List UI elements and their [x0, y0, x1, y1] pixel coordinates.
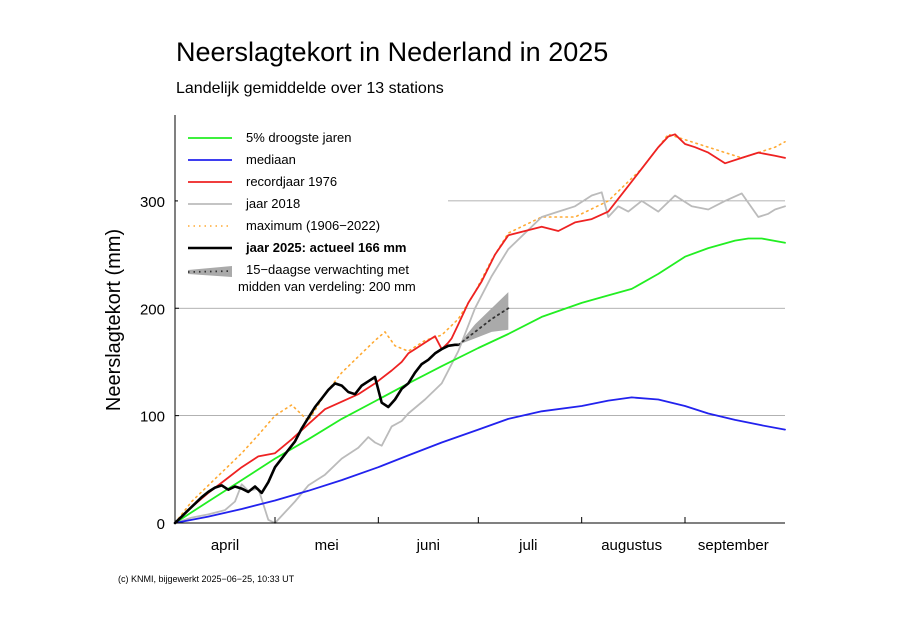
series-line-mediaan	[174, 396, 786, 524]
x-tick-label-september: september	[698, 537, 769, 554]
legend-label-maximum: maximum (1906−2022)	[246, 218, 380, 233]
x-tick-label-juni: juni	[416, 537, 440, 554]
y-tick-label: 200	[140, 301, 165, 318]
axis-layer: 0 100 200 300 april mei juni juli augustus septem…	[140, 115, 785, 554]
legend-label-jaar2018: jaar 2018	[245, 196, 300, 211]
chart-title: Neerslagtekort in Nederland in 2025	[176, 37, 608, 67]
x-tick-label-mei: mei	[315, 537, 339, 554]
x-tick-label-augustus: augustus	[601, 537, 662, 554]
legend-items: 5% droogste jaren mediaan recordjaar 1976 j…	[187, 130, 416, 294]
legend-label-record: recordjaar 1976	[246, 174, 337, 189]
series-layer	[173, 133, 786, 525]
forecast-band	[458, 292, 509, 345]
series-line-droogste	[174, 237, 786, 524]
legend: 5% droogste jaren mediaan recordjaar 1976 j…	[178, 122, 448, 302]
y-tick-label: 300	[140, 194, 165, 211]
series-line-actueel	[173, 343, 460, 525]
chart-subtitle: Landelijk gemiddelde over 13 stations	[176, 80, 444, 97]
y-tick-label: 0	[157, 516, 165, 533]
y-axis-label: Neerslagtekort (mm)	[103, 229, 125, 411]
y-tick-label: 100	[140, 409, 165, 426]
legend-label-forecast-1: 15−daagse verwachting met	[246, 262, 409, 277]
series-line-jaar2018	[174, 191, 786, 524]
legend-label-forecast-2: midden van verdeling: 200 mm	[238, 279, 416, 294]
legend-label-droogste: 5% droogste jaren	[246, 130, 352, 145]
legend-label-actueel: jaar 2025: actueel 166 mm	[245, 240, 406, 255]
legend-swatch-forecast-mid	[187, 270, 233, 273]
forecast-mid-line	[457, 307, 510, 346]
legend-label-mediaan: mediaan	[246, 152, 296, 167]
footer-copyright: (c) KNMI, bijgewerkt 2025−06−25, 10:33 U…	[118, 574, 295, 584]
x-tick-label-april: april	[211, 537, 239, 554]
x-tick-label-juli: juli	[518, 537, 537, 554]
